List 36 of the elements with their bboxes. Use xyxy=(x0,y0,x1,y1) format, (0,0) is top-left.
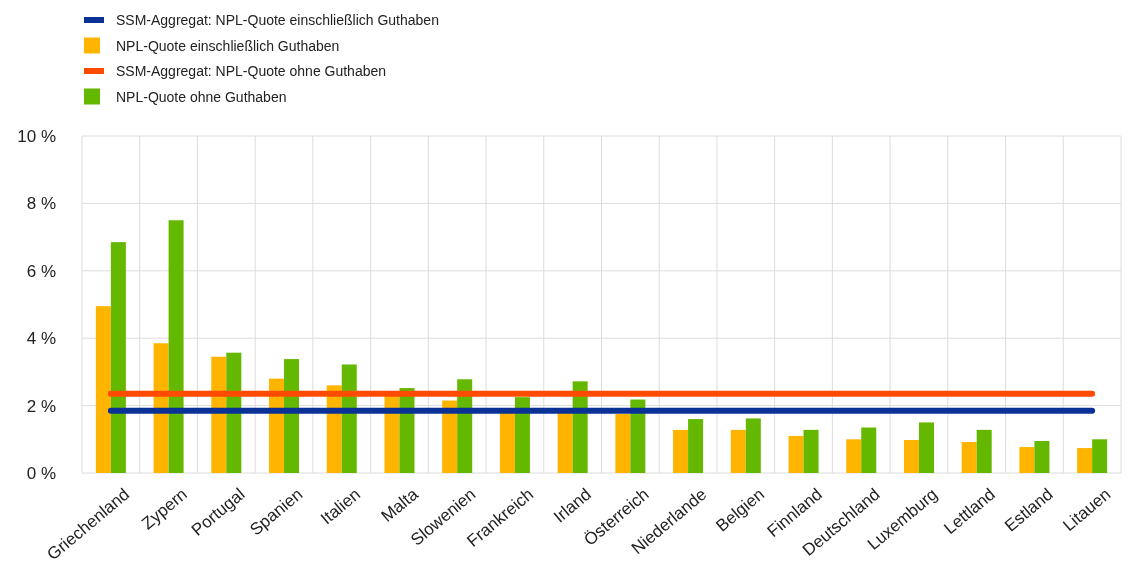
legend-label: NPL-Quote einschließlich Guthaben xyxy=(116,37,340,54)
legend-label: NPL-Quote ohne Guthaben xyxy=(116,88,287,105)
bar xyxy=(110,242,126,473)
bar xyxy=(918,422,934,473)
bar xyxy=(903,439,919,473)
bar xyxy=(168,220,184,473)
bar xyxy=(730,429,746,473)
bar xyxy=(630,399,646,473)
bar xyxy=(514,397,530,473)
bar xyxy=(442,400,458,473)
bar xyxy=(846,439,862,473)
bar xyxy=(673,429,689,473)
y-tick-label: 2 % xyxy=(26,396,56,416)
legend-label: SSM-Aggregat: NPL-Quote ohne Guthaben xyxy=(116,63,387,79)
bar xyxy=(1019,447,1035,473)
bar xyxy=(226,352,242,473)
bar xyxy=(745,418,761,473)
bar xyxy=(861,427,877,473)
bar xyxy=(788,435,804,473)
legend-label: SSM-Aggregat: NPL-Quote einschließlich Guthaben xyxy=(116,12,439,28)
bar xyxy=(976,429,992,473)
bar xyxy=(95,306,111,473)
bar xyxy=(688,419,704,473)
y-tick-label: 0 % xyxy=(26,463,56,483)
bar xyxy=(1092,439,1108,473)
bar xyxy=(1034,440,1050,473)
y-tick-label: 8 % xyxy=(26,194,56,214)
y-tick-label: 10 % xyxy=(17,126,56,146)
bar xyxy=(803,429,819,473)
y-tick-label: 6 % xyxy=(26,261,56,281)
bar xyxy=(499,412,515,473)
bar xyxy=(961,442,977,473)
bar xyxy=(615,414,631,473)
y-tick-label: 4 % xyxy=(26,329,56,349)
bar xyxy=(1077,448,1093,473)
bar xyxy=(557,412,573,473)
